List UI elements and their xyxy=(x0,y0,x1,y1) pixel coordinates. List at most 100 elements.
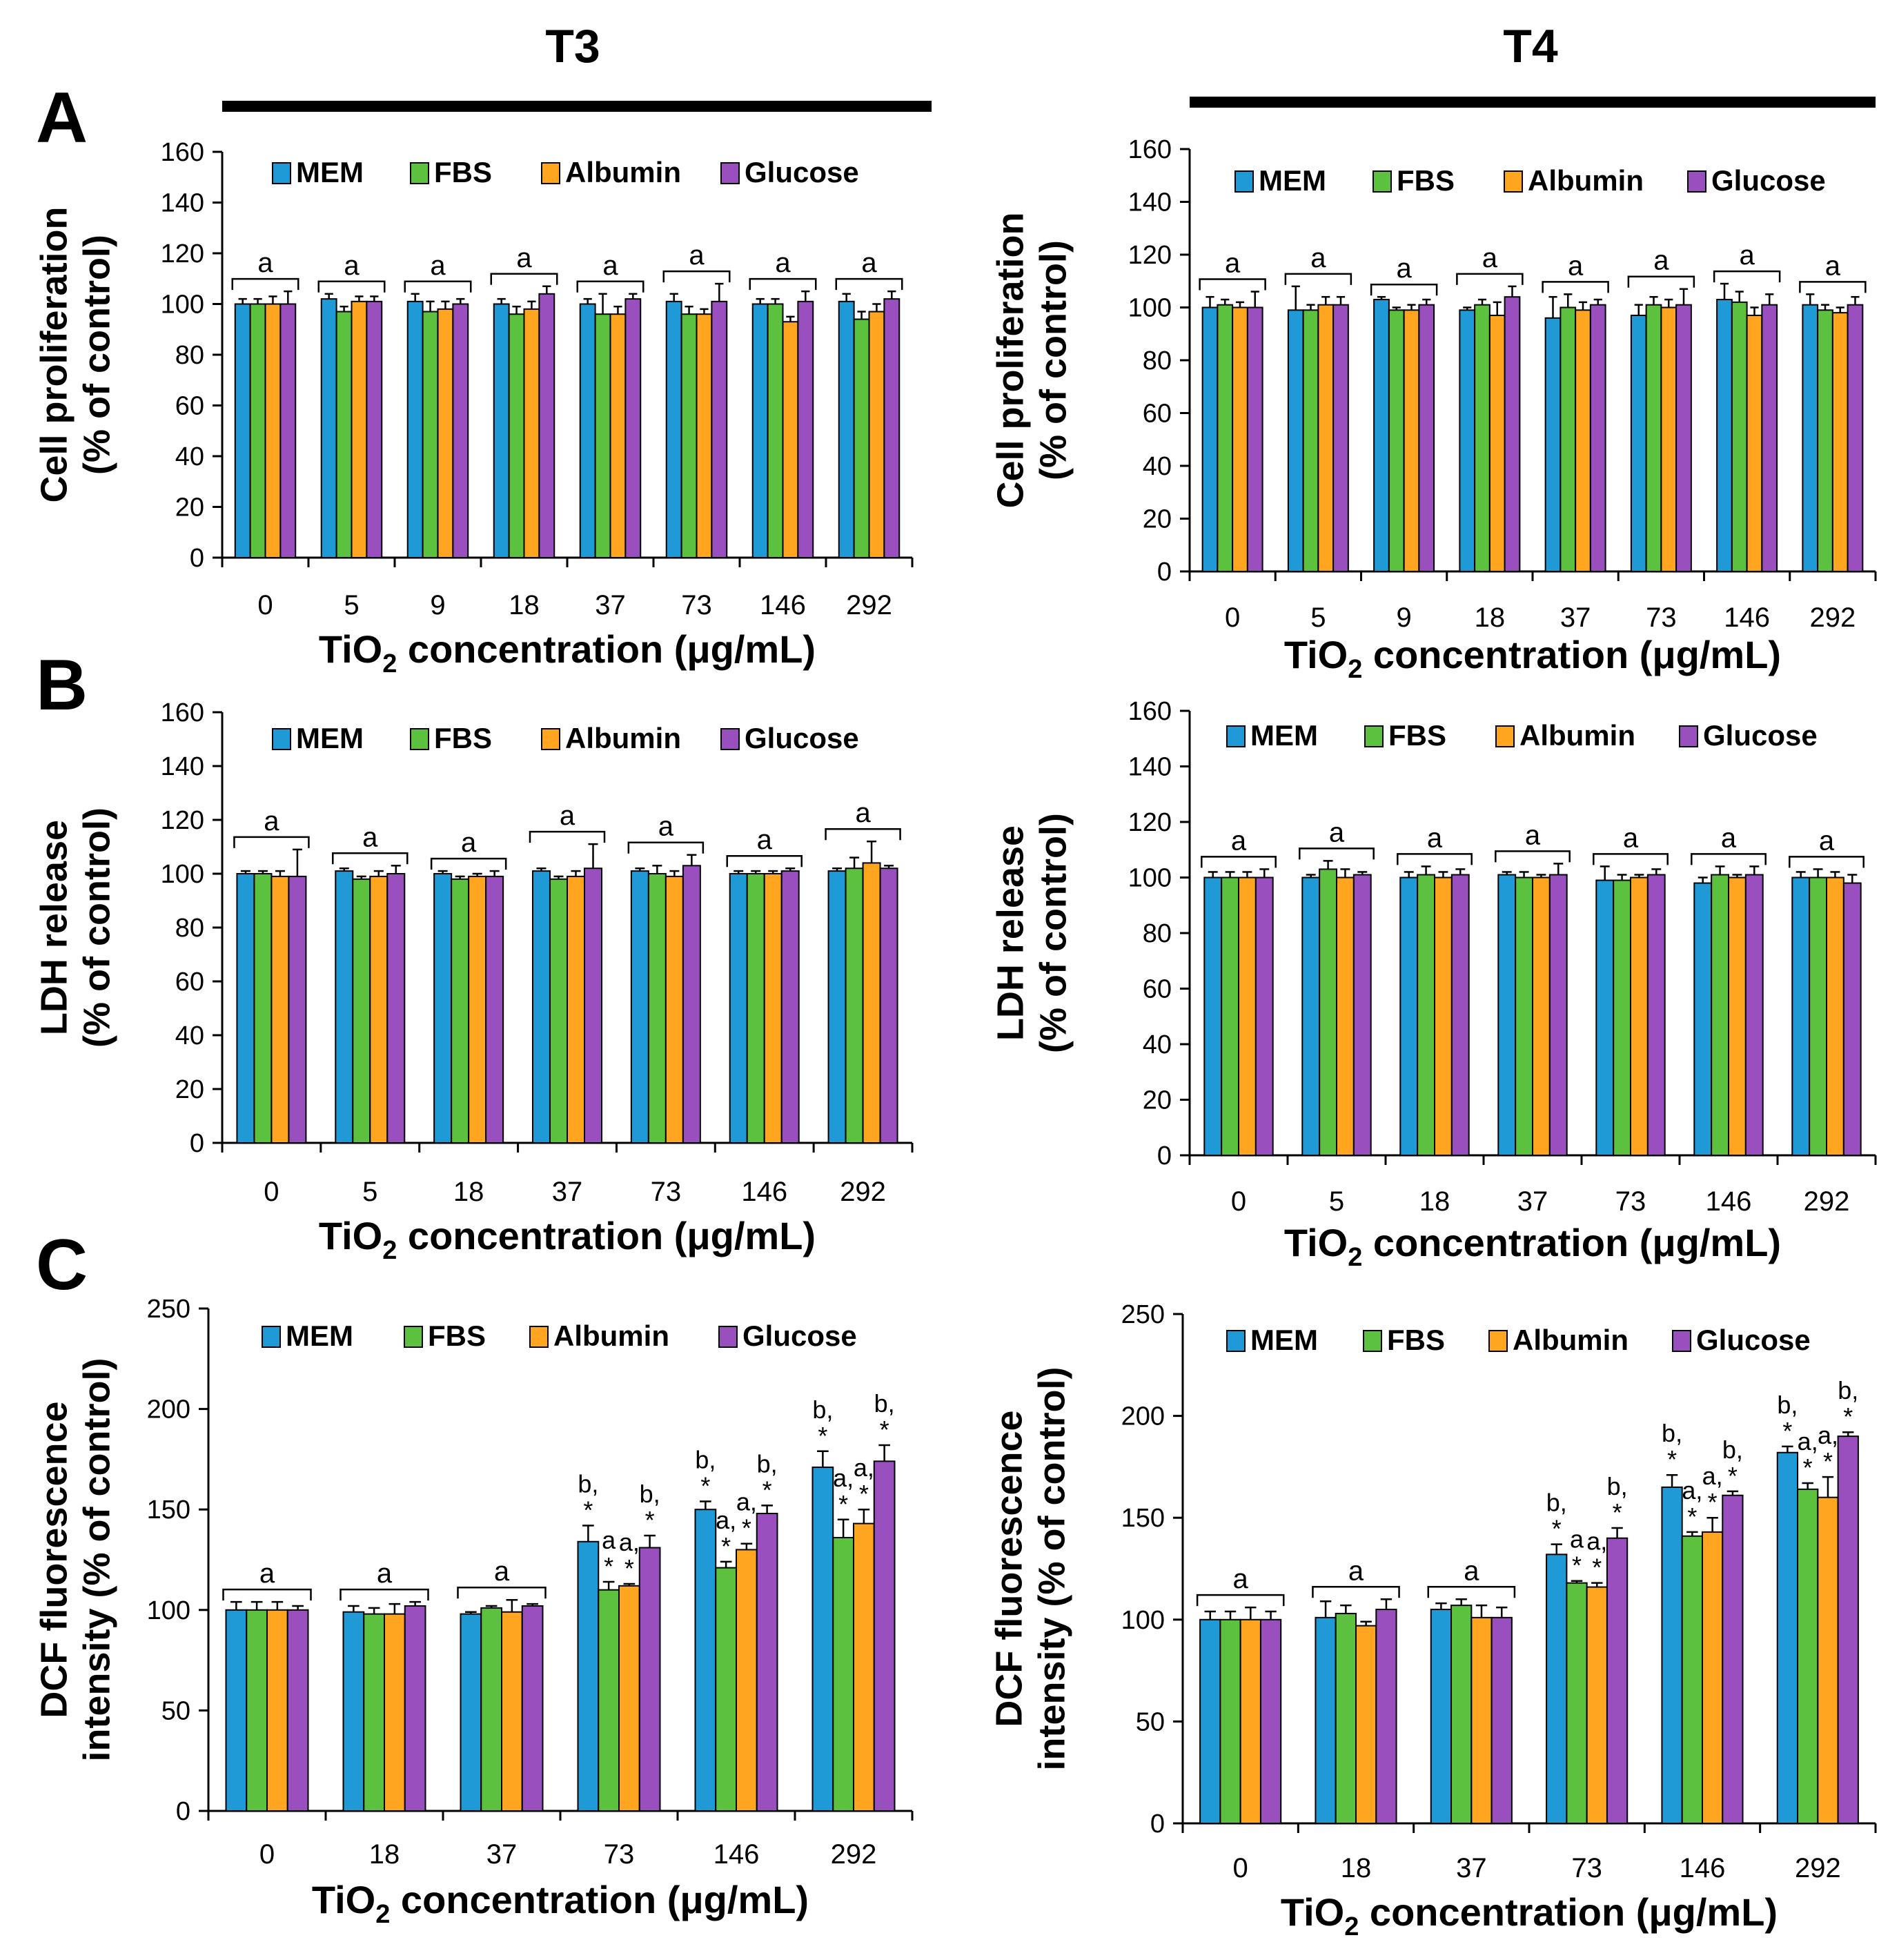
x-axis-label-subscript: 2 xyxy=(375,1900,390,1929)
legend-label-mem: MEM xyxy=(1250,1324,1318,1356)
x-axis-label-subscript: 2 xyxy=(382,1236,397,1265)
significance-asterisk: * xyxy=(1728,1462,1738,1490)
bar-mem xyxy=(1315,1616,1337,1824)
x-axis-label-suffix: concentration (μg/mL) xyxy=(397,1214,816,1257)
y-tick-label: 20 xyxy=(175,1075,204,1104)
legend-swatch-glucose xyxy=(1687,170,1706,193)
significance-letter: a xyxy=(757,825,773,855)
bar-fbs xyxy=(1335,1612,1357,1825)
significance-letter: a xyxy=(775,248,791,278)
bar-fbs xyxy=(1515,876,1533,1156)
x-tick-label: 18 xyxy=(453,1177,484,1207)
significance-asterisk: * xyxy=(859,1480,869,1508)
significance-letter: a xyxy=(257,248,273,278)
x-tick-label: 0 xyxy=(1233,1853,1248,1883)
significance-letter: a xyxy=(1819,825,1835,856)
significance-asterisk: * xyxy=(583,1496,593,1524)
bar-glucose xyxy=(584,868,602,1144)
legend-label-glucose: Glucose xyxy=(745,722,859,754)
y-axis-label: intensity (% of control) xyxy=(1031,1367,1072,1771)
panel-letter-C: C xyxy=(36,1225,88,1305)
y-tick-label: 20 xyxy=(1143,1086,1172,1115)
bar-fbs xyxy=(1809,876,1827,1156)
bar-glucose xyxy=(1504,296,1521,572)
significance-letter: a xyxy=(602,1526,616,1554)
bar-fbs xyxy=(680,313,698,558)
significance-letter: a xyxy=(560,801,575,831)
legend-label-mem: MEM xyxy=(296,156,364,188)
legend-swatch-albumin xyxy=(541,728,560,750)
y-tick-label: 40 xyxy=(175,1021,204,1050)
bar-glucose xyxy=(1606,1537,1629,1824)
significance-letter: a xyxy=(430,251,446,281)
bar-glucose xyxy=(404,1605,426,1812)
legend-swatch-mem xyxy=(272,162,291,184)
x-tick-label: 292 xyxy=(840,1177,886,1207)
legend-swatch-fbs xyxy=(1364,725,1384,747)
bar-albumin xyxy=(736,1549,758,1812)
significance-letter: a, xyxy=(1798,1427,1818,1456)
bar-mem xyxy=(406,300,424,558)
bar-mem xyxy=(1373,299,1390,572)
bar-glucose xyxy=(711,300,728,558)
bar-mem xyxy=(433,873,453,1144)
x-tick-label: 146 xyxy=(760,590,806,620)
x-tick-label: 18 xyxy=(1419,1186,1450,1217)
bar-albumin xyxy=(437,308,454,558)
bar-fbs xyxy=(853,318,870,558)
x-tick-label: 146 xyxy=(741,1177,787,1207)
x-tick-label: 18 xyxy=(1475,602,1506,633)
y-tick-label: 150 xyxy=(1121,1504,1165,1533)
legend-label-glucose: Glucose xyxy=(745,156,859,188)
significance-asterisk: * xyxy=(1708,1488,1718,1516)
y-tick-label: 140 xyxy=(161,752,204,781)
significance-letter: a, xyxy=(1702,1462,1723,1490)
legend-swatch-glucose xyxy=(720,162,740,184)
y-tick-label: 80 xyxy=(175,914,204,943)
legend-label-albumin: Albumin xyxy=(1528,164,1644,197)
y-axis-label: (% of control) xyxy=(76,235,117,475)
legend-label-fbs: FBS xyxy=(428,1320,486,1352)
legend-label-glucose: Glucose xyxy=(742,1320,857,1352)
x-tick-label: 73 xyxy=(1646,602,1677,633)
x-axis-label-prefix: TiO xyxy=(319,627,382,671)
bar-albumin xyxy=(1434,876,1453,1156)
significance-bracket xyxy=(1370,283,1438,296)
significance-letter: a xyxy=(264,806,279,836)
bar-mem xyxy=(630,870,649,1144)
bar-albumin xyxy=(763,873,783,1144)
bar-albumin xyxy=(782,321,799,558)
legend-label-mem: MEM xyxy=(286,1320,353,1352)
bar-glucose xyxy=(682,865,701,1144)
y-axis-label: (% of control) xyxy=(1032,813,1074,1053)
significance-bracket xyxy=(317,280,386,293)
legend-swatch-albumin xyxy=(541,162,560,184)
column-bar-T4 xyxy=(1190,97,1876,108)
bar-mem xyxy=(694,1509,717,1812)
x-tick-label: 18 xyxy=(509,590,540,620)
x-tick-label: 37 xyxy=(1456,1853,1487,1883)
x-tick-label: 73 xyxy=(1571,1853,1602,1883)
significance-letter: b, xyxy=(1777,1391,1798,1419)
column-bar-T3 xyxy=(222,101,932,112)
significance-letter: a xyxy=(689,240,705,271)
significance-letter: a xyxy=(1721,823,1737,853)
significance-letter: a xyxy=(344,251,360,281)
legend-label-mem: MEM xyxy=(296,722,364,754)
y-axis-label: LDH release xyxy=(990,825,1031,1041)
significance-asterisk: * xyxy=(762,1476,772,1504)
significance-letter: b, xyxy=(1546,1489,1567,1517)
bar-glucose xyxy=(883,298,901,558)
y-tick-label: 160 xyxy=(1128,135,1172,164)
legend-swatch-glucose xyxy=(720,728,740,750)
significance-asterisk: * xyxy=(1572,1551,1582,1580)
bar-mem xyxy=(1544,317,1562,572)
bar-albumin xyxy=(266,1609,288,1812)
significance-letter: a xyxy=(1329,817,1345,847)
significance-bracket xyxy=(1312,1586,1400,1598)
x-tick-label: 146 xyxy=(1680,1853,1726,1883)
y-tick-label: 20 xyxy=(1143,505,1172,534)
bar-fbs xyxy=(1221,876,1240,1156)
bar-glucose xyxy=(1246,306,1263,572)
significance-asterisk: * xyxy=(838,1490,848,1518)
